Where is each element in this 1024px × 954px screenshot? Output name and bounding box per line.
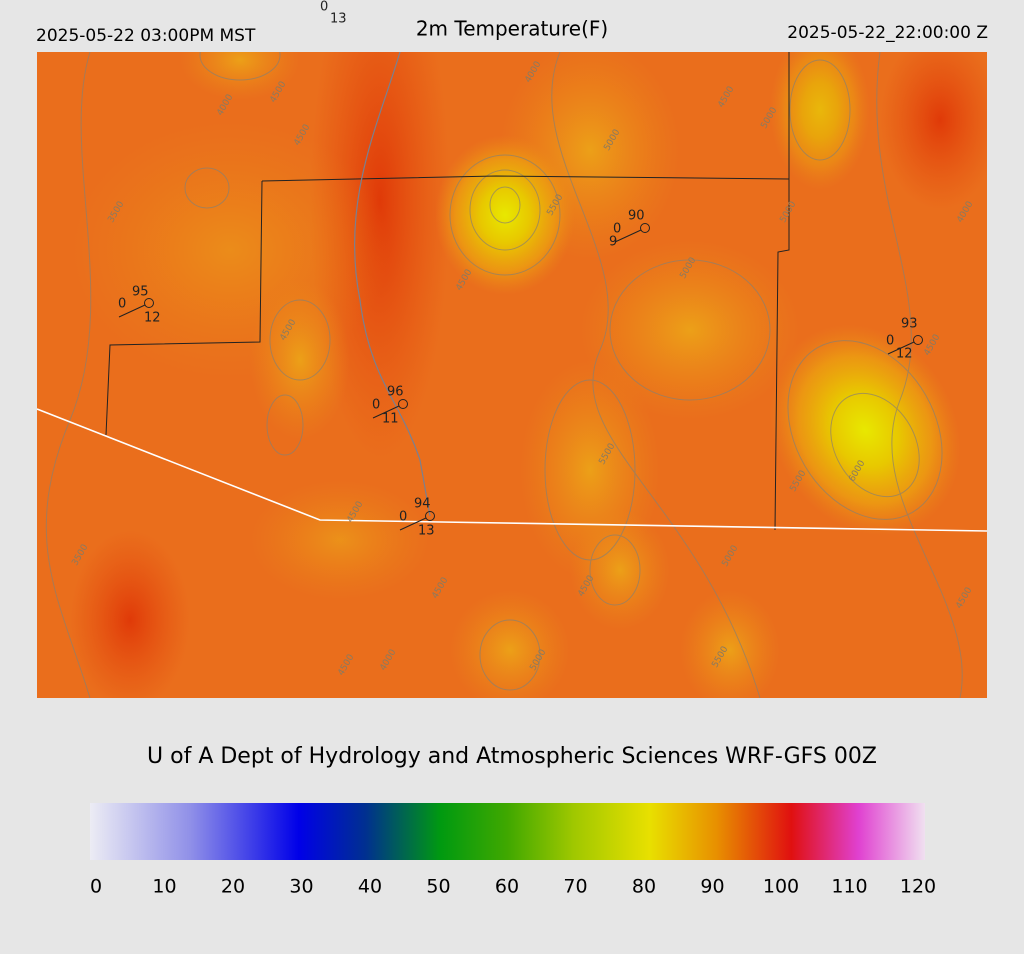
wind-barb (614, 229, 642, 243)
wind-barb (372, 405, 400, 419)
station-temperature: 93 (901, 317, 918, 332)
station-marker (640, 223, 650, 233)
wind-barb (399, 517, 427, 531)
station-left-value: 0 (118, 297, 126, 312)
colorbar (90, 803, 925, 860)
wind-barb (887, 341, 915, 355)
map-title: 2m Temperature(F) (416, 17, 608, 41)
wind-barb (118, 304, 146, 318)
footer-credit: U of A Dept of Hydrology and Atmospheric… (147, 744, 877, 769)
station-dewpoint: 12 (896, 347, 913, 362)
colorbar-tick-label: 110 (831, 876, 867, 898)
station-temperature: 0 (320, 0, 328, 15)
station-marker (425, 511, 435, 521)
station-dewpoint: 12 (144, 311, 161, 326)
map (37, 52, 987, 698)
colorbar-tick-label: 70 (563, 876, 587, 898)
station-marker (144, 298, 154, 308)
colorbar-tick-label: 50 (426, 876, 450, 898)
station-left-value: 0 (372, 398, 380, 413)
colorbar-tick-label: 20 (221, 876, 245, 898)
colorbar-tick-label: 120 (900, 876, 936, 898)
station-temperature: 94 (414, 497, 431, 512)
colorbar-tick-label: 100 (763, 876, 799, 898)
valid-time-local: 2025-05-22 03:00PM MST (36, 26, 256, 46)
colorbar-tick-label: 30 (289, 876, 313, 898)
station-dewpoint: 13 (330, 12, 347, 27)
station-left-value: 0 (613, 222, 621, 237)
colorbar-tick-label: 0 (90, 876, 102, 898)
station-temperature: 96 (387, 385, 404, 400)
station-marker (398, 399, 408, 409)
station-temperature: 95 (132, 285, 149, 300)
colorbar-tick-label: 60 (495, 876, 519, 898)
valid-time-utc: 2025-05-22_22:00:00 Z (787, 23, 988, 43)
station-dewpoint: 9 (609, 235, 617, 250)
colorbar-tick-label: 80 (632, 876, 656, 898)
station-left-value: 0 (399, 510, 407, 525)
station-left-value: 0 (886, 334, 894, 349)
colorbar-tick-label: 10 (152, 876, 176, 898)
station-dewpoint: 13 (418, 524, 435, 539)
colorbar-tick-label: 40 (358, 876, 382, 898)
station-temperature: 90 (628, 209, 645, 224)
station-dewpoint: 11 (382, 412, 399, 427)
station-marker (913, 335, 923, 345)
colorbar-tick-label: 90 (700, 876, 724, 898)
